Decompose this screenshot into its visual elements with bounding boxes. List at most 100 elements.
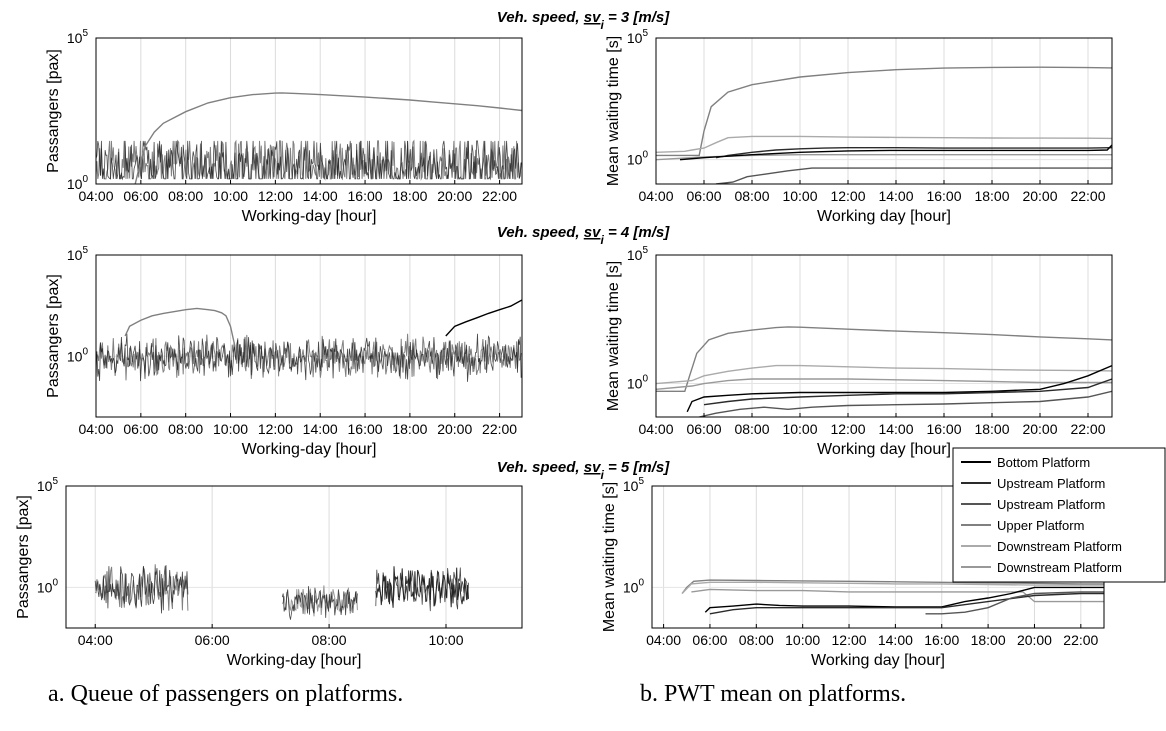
series-line — [656, 378, 1112, 390]
legend-entry: Upper Platform — [997, 518, 1084, 533]
x-tick-label: 20:00 — [437, 188, 472, 204]
series-line — [715, 147, 1112, 159]
x-tick-label: 06:00 — [123, 188, 158, 204]
x-tick-label: 08:00 — [739, 632, 774, 648]
caption-left: a. Queue of passengers on platforms. — [48, 681, 404, 707]
x-tick-label: 10:00 — [782, 421, 817, 437]
axes-frame — [655, 37, 1113, 185]
plot-marks — [96, 92, 522, 184]
noise-series — [94, 565, 189, 614]
series-line — [656, 326, 1112, 392]
noise-series — [281, 586, 358, 620]
series-line — [709, 592, 1104, 615]
x-tick-label: 14:00 — [878, 421, 913, 437]
x-tick-label: 18:00 — [974, 188, 1009, 204]
legend: Bottom Platform Upstream Platform Upstream… — [952, 447, 1166, 583]
x-tick-label: 16:00 — [926, 188, 961, 204]
x-tick-label: 18:00 — [971, 632, 1006, 648]
chart-panel: 04:00 06:00 08:00 10:00 12:00 14:00 16:00 18:00… — [45, 28, 523, 225]
x-tick-label: 10:00 — [782, 188, 817, 204]
noise-series — [94, 564, 189, 611]
x-tick-label: 22:00 — [482, 188, 517, 204]
series-line — [681, 579, 1104, 594]
x-tick-label: 06:00 — [686, 421, 721, 437]
x-tick-label: 10:00 — [213, 188, 248, 204]
x-tick-label: 04:00 — [638, 188, 673, 204]
y-axis-label: Passangers [pax] — [15, 495, 32, 619]
x-tick-label: 08:00 — [734, 188, 769, 204]
x-tick-label: 22:00 — [1070, 421, 1105, 437]
x-tick-label: 14:00 — [303, 188, 338, 204]
x-tick-label: 14:00 — [878, 632, 913, 648]
x-tick-label: 16:00 — [924, 632, 959, 648]
series-line — [699, 390, 1112, 417]
y-tick-label: 105 — [623, 476, 645, 494]
series-line — [681, 581, 1104, 594]
row-title: Veh. speed, svi = 3 [m/s] — [497, 9, 670, 32]
x-tick-label: 20:00 — [437, 421, 472, 437]
y-tick-label: 105 — [67, 28, 89, 46]
x-axis-label: Working day [hour] — [817, 208, 951, 225]
legend-entry: Upstream Platform — [997, 497, 1105, 512]
x-tick-label: 10:00 — [213, 421, 248, 437]
y-axis-label: Passangers [pax] — [45, 49, 62, 173]
x-tick-label: 08:00 — [312, 632, 347, 648]
series-line — [656, 66, 1112, 157]
series-line — [134, 92, 522, 184]
y-axis-label: Mean waiting time [s] — [601, 482, 618, 632]
axes-frame — [655, 254, 1113, 418]
y-tick-label: 105 — [67, 245, 89, 263]
row-title: Veh. speed, svi = 5 [m/s] — [497, 459, 670, 482]
x-tick-label: 04:00 — [78, 632, 113, 648]
series-line — [656, 135, 1112, 153]
x-axis-label: Working day [hour] — [817, 441, 951, 458]
legend-entry: Bottom Platform — [997, 455, 1090, 470]
plot-area — [96, 255, 522, 417]
x-tick-label: 08:00 — [168, 188, 203, 204]
y-tick-label: 100 — [37, 577, 59, 595]
x-tick-label: 06:00 — [692, 632, 727, 648]
plot-area — [656, 38, 1112, 184]
x-axis-label: Working-day [hour] — [242, 441, 377, 458]
chart-panel: 04:00 06:00 08:00 10:00 12:00 14:00 16:00 18:00… — [605, 245, 1113, 458]
y-tick-label: 100 — [67, 346, 89, 364]
x-tick-label: 12:00 — [832, 632, 867, 648]
x-tick-label: 18:00 — [392, 188, 427, 204]
x-tick-label: 16:00 — [348, 188, 383, 204]
y-tick-label: 105 — [627, 245, 649, 263]
x-tick-label: 12:00 — [258, 188, 293, 204]
x-tick-label: 14:00 — [303, 421, 338, 437]
axes-frame — [95, 254, 523, 418]
x-tick-label: 16:00 — [926, 421, 961, 437]
plot-marks — [656, 326, 1112, 417]
legend-entry: Downstream Platform — [997, 560, 1122, 575]
series-line — [679, 144, 1112, 161]
y-tick-label: 100 — [627, 150, 649, 168]
x-tick-label: 04:00 — [646, 632, 681, 648]
x-tick-label: 22:00 — [1070, 188, 1105, 204]
x-tick-label: 04:00 — [78, 188, 113, 204]
row-titles: Veh. speed, svi = 3 [m/s] Veh. speed, svi… — [497, 9, 670, 482]
x-tick-label: 16:00 — [348, 421, 383, 437]
series-line — [656, 364, 1112, 385]
y-axis-label: Mean waiting time [s] — [605, 261, 622, 411]
plot-marks — [656, 66, 1112, 184]
x-tick-label: 14:00 — [878, 188, 913, 204]
x-tick-label: 08:00 — [734, 421, 769, 437]
series-line — [703, 378, 1112, 406]
series-line — [704, 586, 1104, 613]
x-tick-label: 12:00 — [830, 421, 865, 437]
y-tick-label: 105 — [37, 476, 59, 494]
chart-panel: 04:00 06:00 08:00 10:00 12:00 14:00 16:00 18:00… — [605, 28, 1113, 225]
x-tick-label: 20:00 — [1022, 421, 1057, 437]
noise-series — [375, 566, 469, 608]
y-axis-label: Mean waiting time [s] — [605, 36, 622, 186]
series-line — [925, 591, 1104, 615]
x-tick-label: 06:00 — [686, 188, 721, 204]
x-tick-label: 10:00 — [785, 632, 820, 648]
x-tick-label: 22:00 — [1063, 632, 1098, 648]
legend-box — [952, 447, 1166, 583]
plot-marks — [94, 564, 469, 620]
series-line — [124, 307, 236, 347]
